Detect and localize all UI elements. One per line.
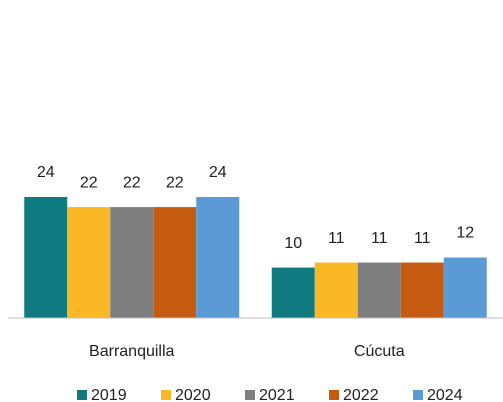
bar bbox=[314, 262, 358, 318]
x-tick-label: Cúcuta bbox=[354, 343, 405, 360]
legend-swatch bbox=[245, 390, 255, 400]
legend-label: 2019 bbox=[91, 387, 127, 402]
legend-swatch bbox=[413, 390, 423, 400]
data-label: 22 bbox=[80, 174, 98, 191]
bar bbox=[196, 197, 240, 318]
data-label: 22 bbox=[166, 174, 184, 191]
data-label: 11 bbox=[328, 230, 345, 247]
data-label: 11 bbox=[371, 230, 388, 247]
data-label: 24 bbox=[209, 164, 227, 181]
bar bbox=[67, 207, 111, 318]
legend-swatch bbox=[161, 390, 171, 400]
legend-swatch bbox=[329, 390, 339, 400]
data-label: 12 bbox=[456, 225, 474, 242]
bar bbox=[24, 197, 68, 318]
bar bbox=[443, 257, 487, 318]
bar bbox=[153, 207, 197, 318]
bar bbox=[110, 207, 154, 318]
legend-label: 2024 bbox=[427, 387, 463, 402]
legend-swatch bbox=[77, 390, 87, 400]
bar bbox=[271, 267, 315, 318]
data-label: 22 bbox=[123, 174, 141, 191]
bar bbox=[400, 262, 444, 318]
bar bbox=[357, 262, 401, 318]
data-label: 24 bbox=[37, 164, 55, 181]
legend-label: 2022 bbox=[343, 387, 379, 402]
x-tick-label: Barranquilla bbox=[89, 343, 174, 360]
legend-label: 2020 bbox=[175, 387, 211, 402]
data-label: 11 bbox=[414, 230, 431, 247]
data-label: 10 bbox=[284, 235, 302, 252]
legend-label: 2021 bbox=[259, 387, 295, 402]
